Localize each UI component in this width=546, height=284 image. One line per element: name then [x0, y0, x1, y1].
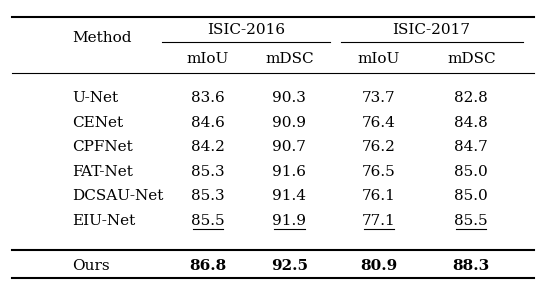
Text: 91.9: 91.9: [272, 214, 306, 228]
Text: 90.9: 90.9: [272, 116, 306, 130]
Text: 84.6: 84.6: [191, 116, 225, 130]
Text: 84.2: 84.2: [191, 140, 225, 154]
Text: 83.6: 83.6: [191, 91, 225, 105]
Text: 85.5: 85.5: [454, 214, 488, 228]
Text: 84.7: 84.7: [454, 140, 488, 154]
Text: 91.6: 91.6: [272, 165, 306, 179]
Text: 90.3: 90.3: [272, 91, 306, 105]
Text: U-Net: U-Net: [72, 91, 118, 105]
Text: DCSAU-Net: DCSAU-Net: [72, 189, 163, 203]
Text: CENet: CENet: [72, 116, 123, 130]
Text: 85.0: 85.0: [454, 189, 488, 203]
Text: 88.3: 88.3: [453, 259, 490, 273]
Text: mIoU: mIoU: [358, 52, 400, 66]
Text: CPFNet: CPFNet: [72, 140, 133, 154]
Text: mDSC: mDSC: [265, 52, 313, 66]
Text: 91.4: 91.4: [272, 189, 306, 203]
Text: FAT-Net: FAT-Net: [72, 165, 133, 179]
Text: 76.4: 76.4: [362, 116, 396, 130]
Text: 76.5: 76.5: [362, 165, 396, 179]
Text: 84.8: 84.8: [454, 116, 488, 130]
Text: 90.7: 90.7: [272, 140, 306, 154]
Text: 85.5: 85.5: [191, 214, 224, 228]
Text: EIU-Net: EIU-Net: [72, 214, 135, 228]
Text: 85.3: 85.3: [191, 165, 224, 179]
Text: ISIC-2016: ISIC-2016: [207, 22, 285, 37]
Text: 77.1: 77.1: [362, 214, 396, 228]
Text: Ours: Ours: [72, 259, 110, 273]
Text: 76.2: 76.2: [362, 140, 396, 154]
Text: mDSC: mDSC: [447, 52, 496, 66]
Text: 85.3: 85.3: [191, 189, 224, 203]
Text: 92.5: 92.5: [271, 259, 308, 273]
Text: 80.9: 80.9: [360, 259, 397, 273]
Text: 85.0: 85.0: [454, 165, 488, 179]
Text: Method: Method: [72, 31, 132, 45]
Text: 86.8: 86.8: [189, 259, 227, 273]
Text: 73.7: 73.7: [362, 91, 396, 105]
Text: mIoU: mIoU: [187, 52, 229, 66]
Text: 76.1: 76.1: [362, 189, 396, 203]
Text: 82.8: 82.8: [454, 91, 488, 105]
Text: ISIC-2017: ISIC-2017: [393, 22, 471, 37]
